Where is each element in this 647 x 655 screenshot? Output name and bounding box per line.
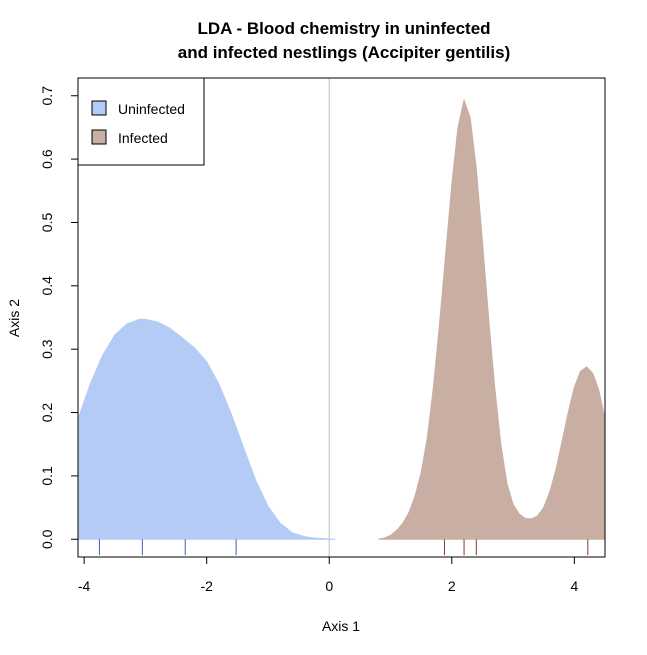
legend-box	[77, 77, 205, 166]
chart-title-line-2: and infected nestlings (Accipiter gentil…	[178, 43, 511, 62]
x-tick-label: 4	[570, 578, 578, 594]
legend-label-infected: Infected	[118, 130, 168, 146]
y-tick-label: 0.1	[39, 466, 55, 486]
y-axis-label: Axis 2	[6, 299, 22, 337]
x-tick-label: -2	[200, 578, 213, 594]
x-tick-label: -4	[78, 578, 91, 594]
chart-title-line-1: LDA - Blood chemistry in uninfected	[197, 19, 490, 38]
x-axis: -4 -2 0 2 4	[78, 557, 578, 594]
y-tick-label: 0.4	[39, 276, 55, 296]
density-area-uninfected	[77, 318, 336, 540]
y-tick-label: 0.6	[39, 149, 55, 169]
legend-swatch-infected	[91, 129, 107, 145]
y-tick-label: 0.7	[39, 86, 55, 106]
density-area-infected	[378, 98, 606, 540]
x-tick-label: 0	[325, 578, 333, 594]
x-axis-label: Axis 1	[322, 618, 360, 634]
series-layer	[77, 98, 606, 540]
y-tick-label: 0.2	[39, 403, 55, 423]
plot-frame	[77, 77, 606, 558]
legend-swatch-uninfected	[91, 100, 107, 116]
y-tick-label: 0.3	[39, 339, 55, 359]
legend-label-uninfected: Uninfected	[118, 101, 185, 117]
x-tick-label: 2	[448, 578, 456, 594]
rug-layer	[98, 539, 589, 556]
y-axis: 0.0 0.1 0.2 0.3 0.4 0.5 0.6 0.7	[39, 86, 78, 549]
y-tick-label: 0.0	[39, 529, 55, 549]
legend: Uninfected Infected	[77, 77, 205, 166]
y-tick-label: 0.5	[39, 213, 55, 233]
